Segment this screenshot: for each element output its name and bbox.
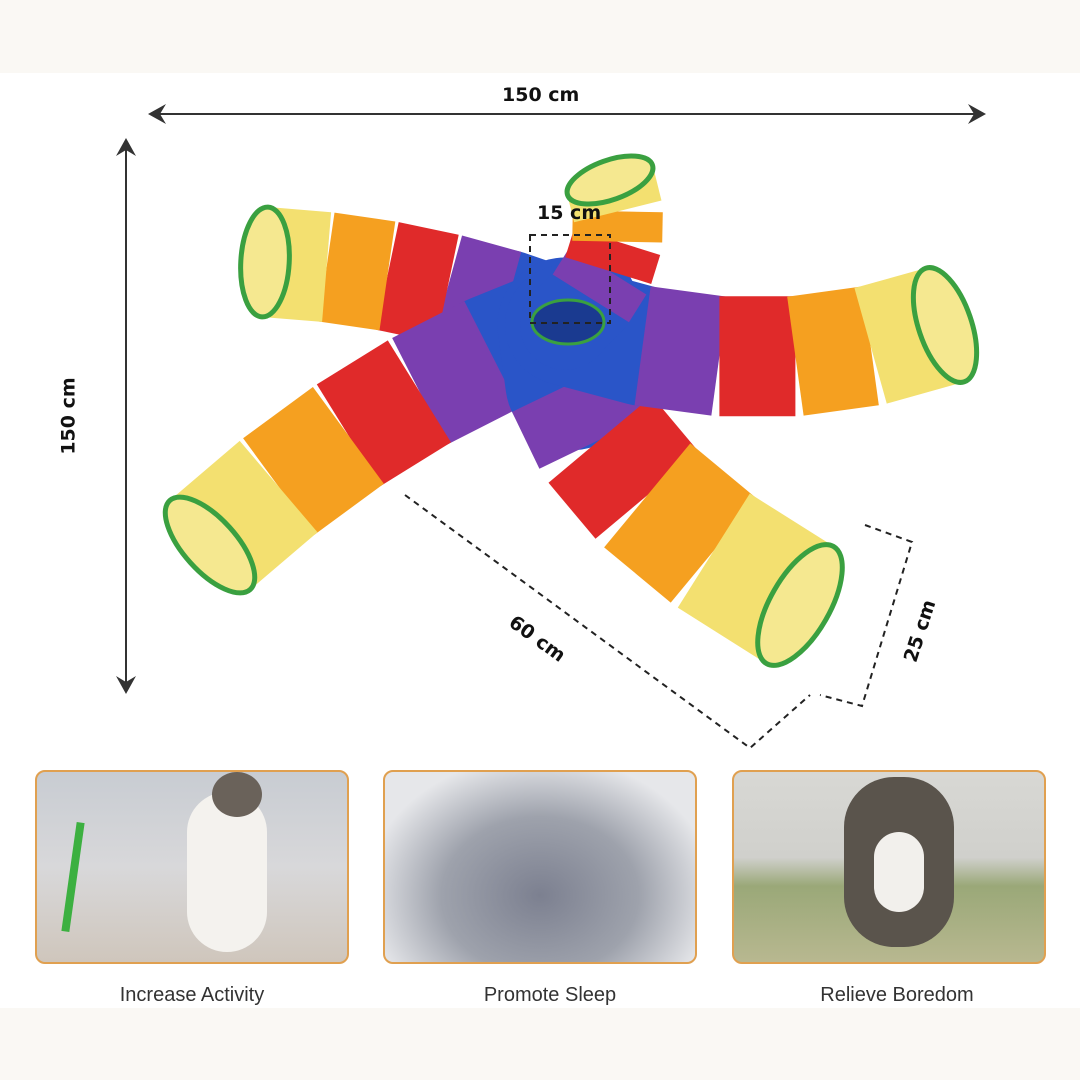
hole-dimension-box	[529, 234, 611, 324]
top-band	[0, 0, 1080, 73]
diameter-dimension	[819, 524, 914, 708]
tunnel-segment	[787, 286, 879, 416]
tunnel-segment	[392, 301, 519, 445]
tunnel-opening	[564, 153, 656, 207]
tunnel-segment	[316, 340, 452, 487]
tunnel-segment	[604, 443, 757, 603]
tunnel-segment	[318, 212, 396, 331]
feature-caption: Relieve Boredom	[820, 984, 974, 1006]
photo-curious-cat	[732, 770, 1046, 964]
tunnel-opening	[910, 265, 980, 385]
height-label: 150 cm	[57, 377, 80, 455]
feature-caption: Promote Sleep	[483, 984, 617, 1006]
tunnel-segment	[548, 396, 699, 539]
tunnel-segment	[634, 286, 728, 416]
width-label: 150 cm	[502, 84, 580, 106]
hole-label: 15 cm	[537, 202, 602, 224]
tunnel-opening	[755, 542, 845, 668]
tunnel-opening	[162, 494, 258, 596]
bottom-band	[0, 1008, 1080, 1080]
tunnel-segment	[572, 210, 663, 243]
tunnel-segment	[376, 222, 459, 343]
feature-caption: Increase Activity	[119, 984, 265, 1006]
tunnel-segment	[243, 387, 384, 535]
photo-sleeping-cat	[383, 770, 697, 964]
tunnel-segment	[552, 246, 647, 323]
photo-playing-kitten	[35, 770, 349, 964]
tunnel-segment	[512, 353, 661, 469]
tunnel-opening	[238, 204, 292, 320]
